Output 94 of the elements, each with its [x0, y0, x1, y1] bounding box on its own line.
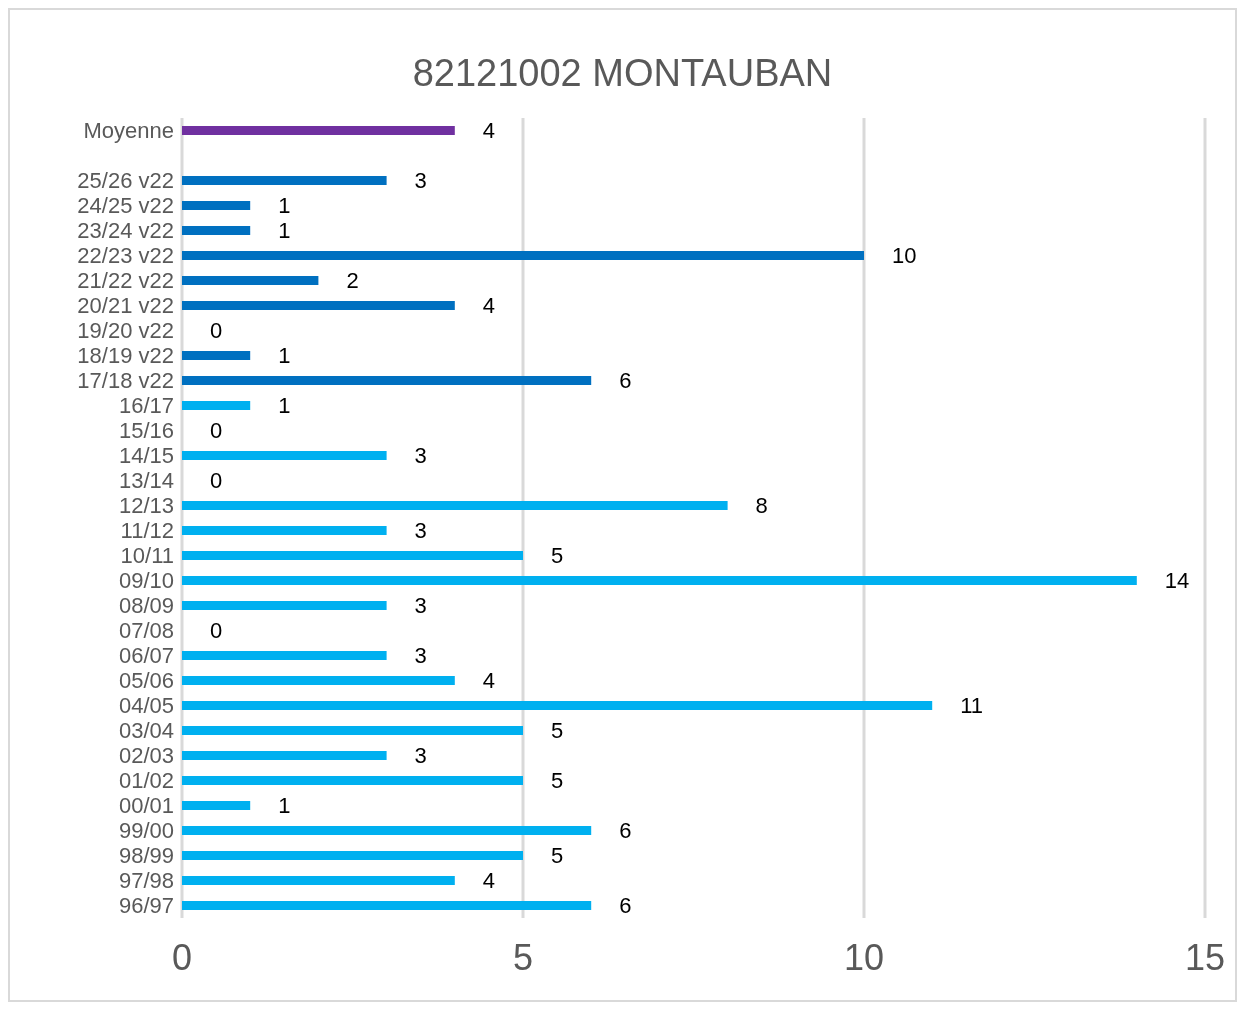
- y-tick-label: 14/15: [118, 443, 174, 469]
- bar: [182, 201, 251, 210]
- x-tick-label: 5: [512, 936, 534, 978]
- data-label: 4: [482, 668, 496, 693]
- bar: [182, 376, 592, 385]
- bar: [182, 576, 1137, 585]
- y-tick-label: 18/19 v22: [77, 343, 174, 369]
- y-tick-label: 13/14: [118, 468, 174, 494]
- data-label: 0: [210, 468, 223, 493]
- data-label: 3: [414, 643, 427, 668]
- bar: [182, 751, 387, 760]
- y-tick-label: 21/22 v22: [77, 268, 174, 294]
- data-label: 6: [619, 893, 632, 918]
- bar: [182, 226, 251, 235]
- bar: [182, 876, 455, 885]
- bar: [182, 501, 728, 510]
- bar: [182, 351, 251, 360]
- x-tick-label: 10: [843, 936, 885, 978]
- bar: [182, 276, 319, 285]
- y-tick-label: 16/17: [118, 393, 174, 419]
- data-label: 6: [619, 368, 632, 393]
- data-label: 4: [482, 293, 496, 318]
- data-label: 11: [960, 693, 984, 718]
- y-tick-label: 24/25 v22: [77, 193, 174, 219]
- y-tick-label: 25/26 v22: [77, 168, 174, 194]
- y-tick-label: 99/00: [118, 818, 174, 844]
- x-tick-label: 15: [1184, 936, 1226, 978]
- y-tick-label: 15/16: [118, 418, 174, 444]
- data-label: 4: [482, 118, 496, 143]
- data-label: 1: [278, 218, 291, 243]
- data-label: 3: [414, 168, 427, 193]
- y-tick-label: 17/18 v22: [77, 368, 174, 394]
- data-label: 14: [1164, 568, 1190, 593]
- bar: [182, 401, 251, 410]
- data-label: 3: [414, 518, 427, 543]
- data-label: 4: [482, 868, 496, 893]
- data-label: 0: [210, 618, 223, 643]
- y-tick-label: 02/03: [118, 743, 174, 769]
- y-tick-label: 07/08: [118, 618, 174, 644]
- y-tick-label: 19/20 v22: [77, 318, 174, 344]
- bar: [182, 551, 523, 560]
- bar: [182, 901, 592, 910]
- data-label: 10: [892, 243, 917, 268]
- data-label: 5: [551, 718, 564, 743]
- data-label: 2: [346, 268, 359, 293]
- y-tick-label: 23/24 v22: [77, 218, 174, 244]
- y-tick-label: 11/12: [120, 518, 174, 544]
- data-label: 1: [278, 793, 291, 818]
- data-label: 0: [210, 418, 223, 443]
- bar: [182, 126, 455, 135]
- data-label: 1: [278, 193, 291, 218]
- data-label: 0: [210, 318, 223, 343]
- y-tick-label: 08/09: [118, 593, 174, 619]
- bar: [182, 826, 592, 835]
- bar: [182, 651, 387, 660]
- y-tick-label: 97/98: [118, 868, 174, 894]
- y-tick-label: 12/13: [118, 493, 174, 519]
- data-label: 1: [278, 393, 291, 418]
- chart-title: 82121002 MONTAUBAN: [411, 51, 834, 96]
- y-tick-label: 96/97: [118, 893, 174, 919]
- y-tick-label: 06/07: [118, 643, 174, 669]
- y-tick-label: 03/04: [118, 718, 174, 744]
- bar: [182, 851, 523, 860]
- x-tick-label: 0: [171, 936, 193, 978]
- data-label: 3: [414, 593, 427, 618]
- bar: [182, 776, 523, 785]
- y-tick-label: 05/06: [118, 668, 174, 694]
- y-tick-label: 00/01: [118, 793, 174, 819]
- bar: [182, 176, 387, 185]
- data-label: 5: [551, 543, 564, 568]
- y-tick-label: 01/02: [118, 768, 174, 794]
- bar: [182, 526, 387, 535]
- data-label: 6: [619, 818, 632, 843]
- bar: [182, 301, 455, 310]
- bar: [182, 801, 251, 810]
- data-label: 8: [755, 493, 768, 518]
- y-tick-label: 09/10: [118, 568, 174, 594]
- bar: [182, 726, 523, 735]
- y-tick-label: 98/99: [118, 843, 174, 869]
- bar: [182, 701, 933, 710]
- data-label: 1: [278, 343, 291, 368]
- bar: [182, 451, 387, 460]
- y-tick-label: 04/05: [118, 693, 174, 719]
- bar: [182, 676, 455, 685]
- data-label: 5: [551, 843, 564, 868]
- bar: [182, 601, 387, 610]
- bar: [182, 251, 864, 260]
- y-tick-label: 20/21 v22: [77, 293, 174, 319]
- data-label: 3: [414, 743, 427, 768]
- y-tick-label: 22/23 v22: [77, 243, 174, 269]
- data-label: 3: [414, 443, 427, 468]
- y-tick-label: Moyenne: [83, 118, 174, 144]
- data-label: 5: [551, 768, 564, 793]
- y-tick-label: 10/11: [120, 543, 174, 569]
